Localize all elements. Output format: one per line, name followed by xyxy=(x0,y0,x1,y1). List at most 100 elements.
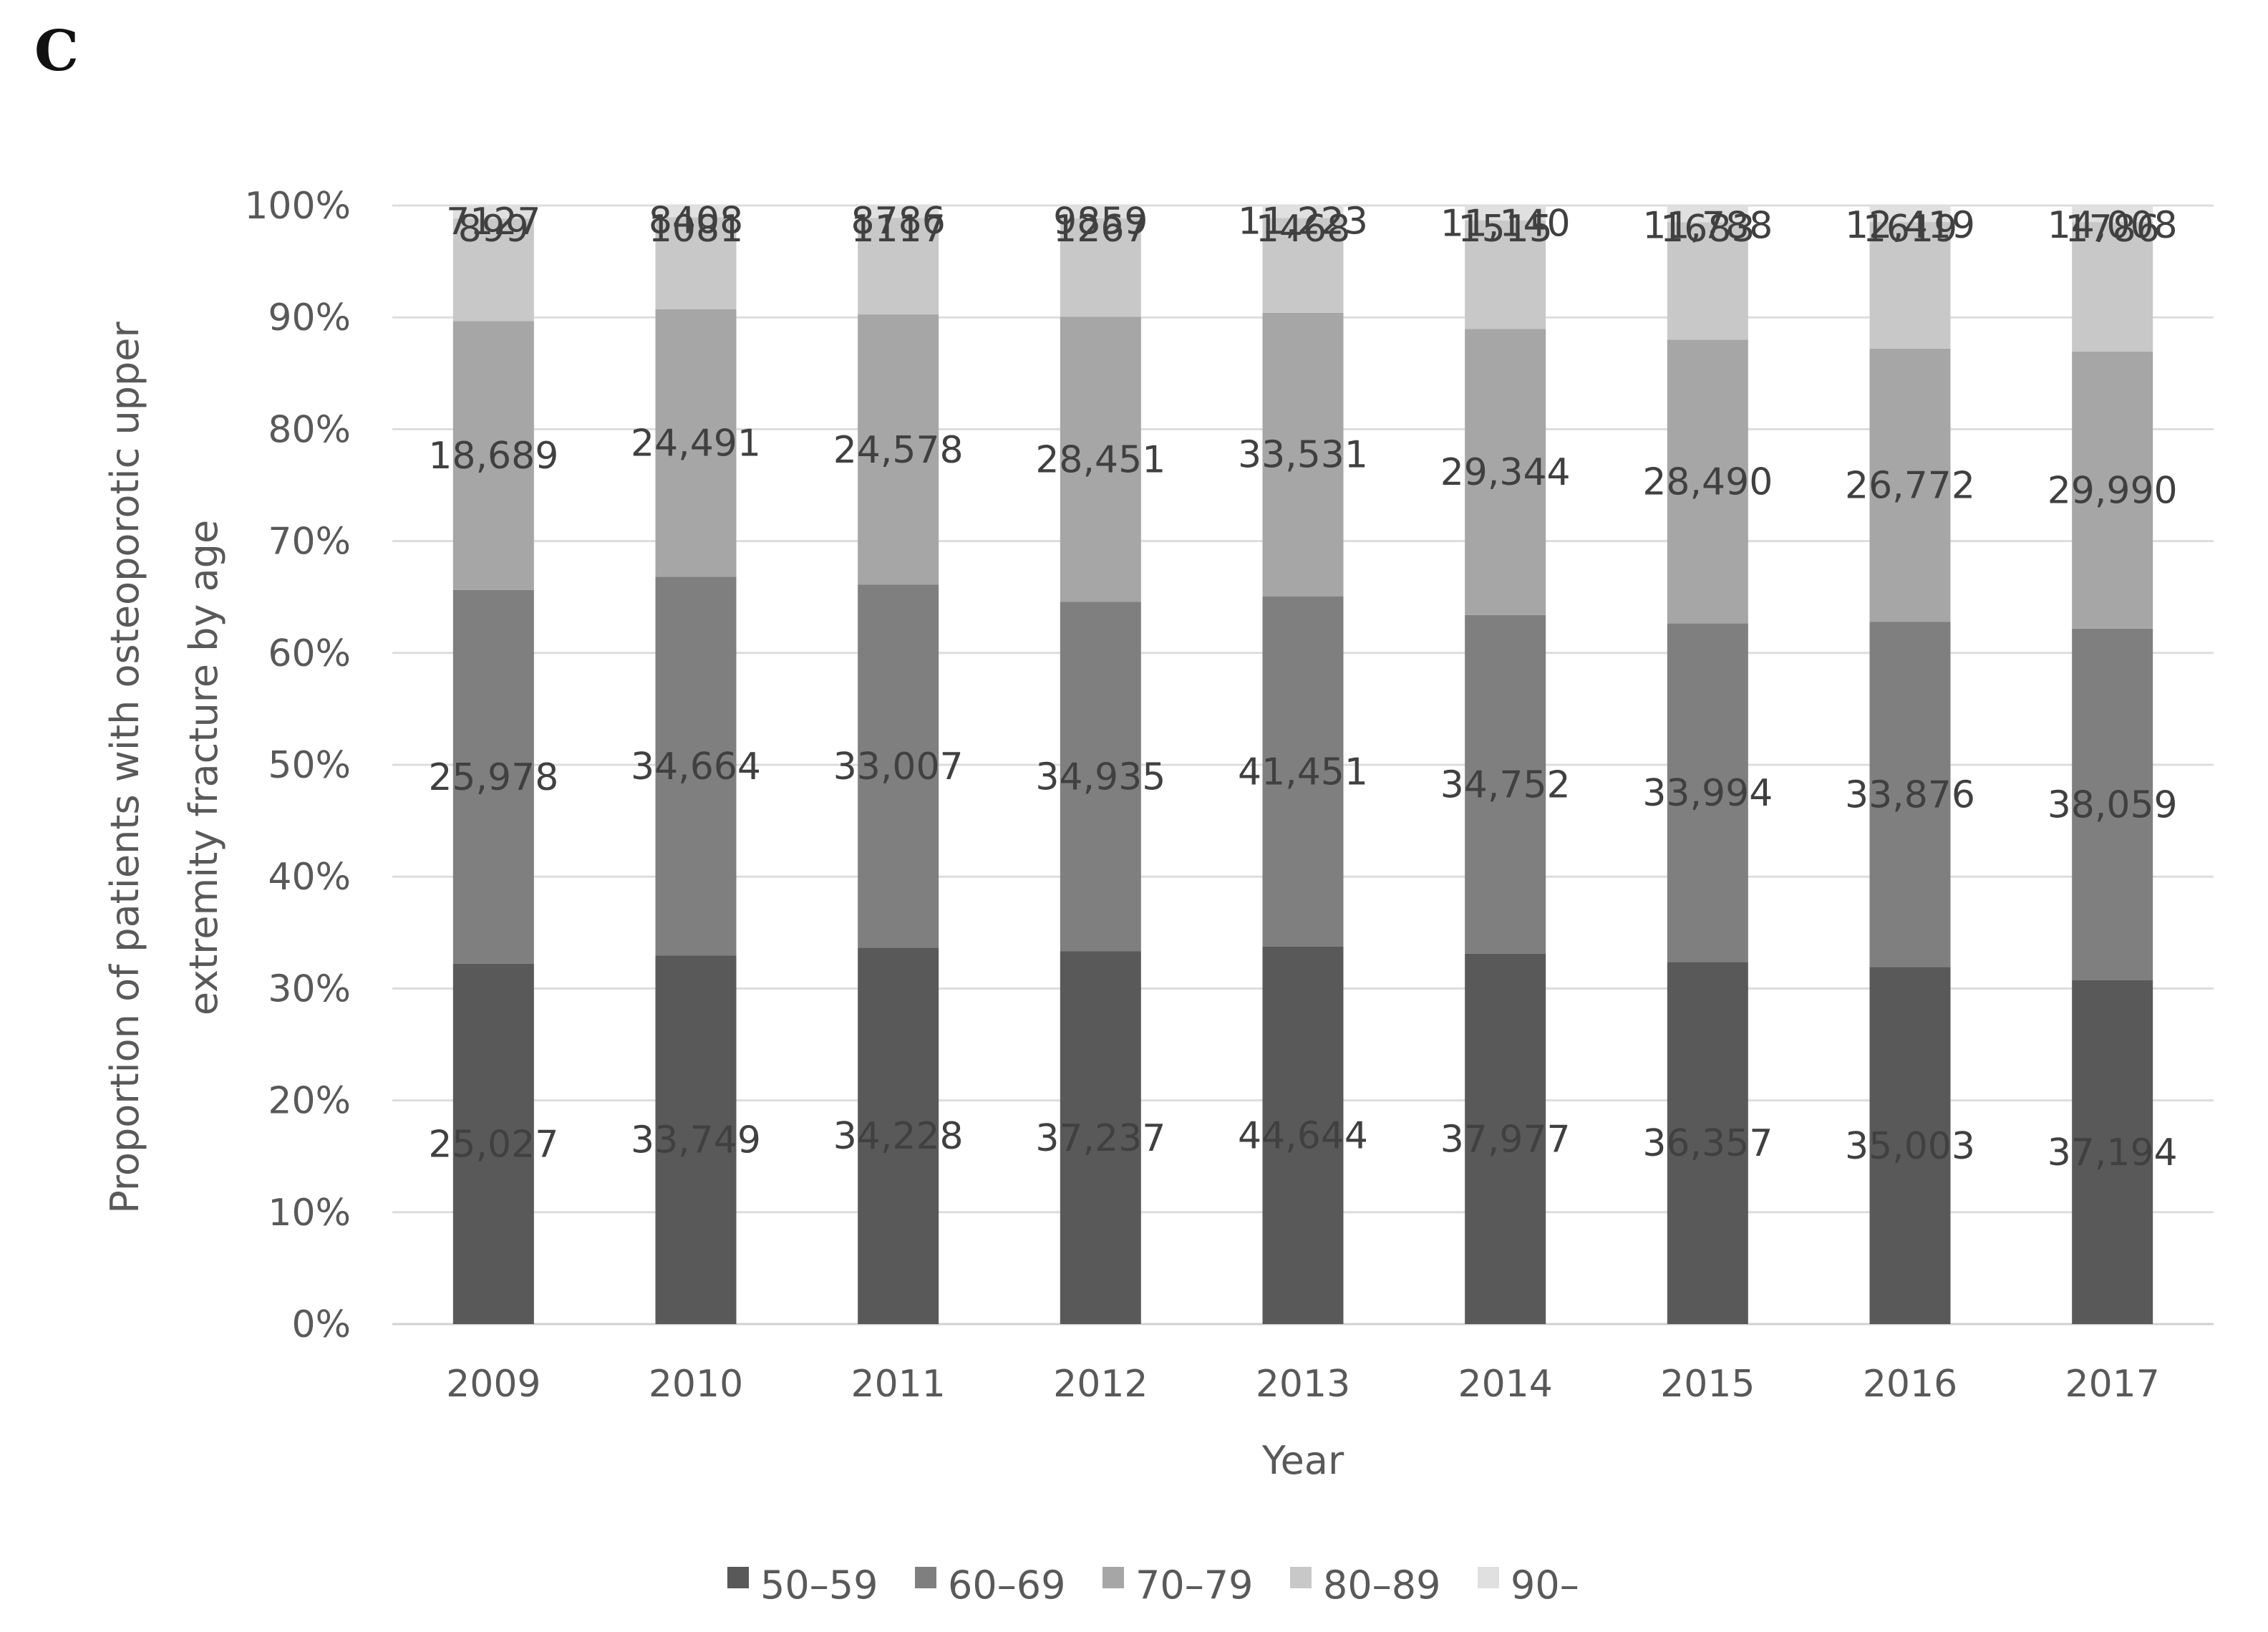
bar-segment xyxy=(1262,596,1344,947)
data-label: 26,772 xyxy=(1845,465,1975,508)
x-axis-ticks: 2009 2010 2011 2012 2013 2014 2015 2016 2017 xyxy=(446,1363,2160,1406)
bar-segment xyxy=(2072,222,2153,352)
legend-label: 60–69 xyxy=(948,1563,1065,1608)
y-axis-title-line2: extremity fracture by age xyxy=(181,520,226,1015)
bar-segment xyxy=(1667,206,1748,223)
data-label: 8408 xyxy=(649,199,743,242)
y-tick-label: 10% xyxy=(268,1192,351,1235)
data-label: 28,490 xyxy=(1642,460,1773,503)
bar-segment xyxy=(1262,946,1344,1324)
y-tick-label: 40% xyxy=(268,856,351,899)
legend-swatch xyxy=(1478,1567,1499,1588)
legend-label: 70–79 xyxy=(1135,1563,1253,1608)
bar-segment xyxy=(1465,953,1546,1324)
data-label: 18,689 xyxy=(428,435,558,478)
bar-segment xyxy=(1060,317,1141,602)
bar-segment xyxy=(1667,962,1748,1324)
bar-segment xyxy=(858,584,939,948)
data-label: 34,752 xyxy=(1440,763,1571,806)
data-label: 44,644 xyxy=(1238,1114,1368,1157)
bar-segment xyxy=(1465,614,1546,954)
y-tick-label: 80% xyxy=(268,408,351,451)
bar-segment xyxy=(2072,206,2153,223)
x-tick-label: 2014 xyxy=(1458,1363,1552,1406)
data-label: 1786 xyxy=(2065,208,2159,251)
data-label: 899 xyxy=(458,208,529,251)
bar-segment xyxy=(655,309,737,577)
data-label: 34,935 xyxy=(1035,755,1166,798)
data-label: 34,228 xyxy=(833,1115,964,1158)
data-label: 28,451 xyxy=(1035,438,1166,481)
bar-segment xyxy=(1262,206,1344,218)
data-label: 29,990 xyxy=(2048,469,2178,512)
bar-segment xyxy=(1060,951,1141,1324)
data-label: 38,059 xyxy=(2048,783,2178,826)
bar-segment xyxy=(1262,312,1344,597)
bar-segment xyxy=(1869,967,1951,1324)
bar-segment xyxy=(2072,351,2153,629)
bar-segment xyxy=(1869,348,1951,622)
bar-segment xyxy=(858,314,939,585)
data-label: 37,977 xyxy=(1440,1118,1571,1161)
data-label: 1683 xyxy=(1660,208,1755,251)
bars xyxy=(452,206,2153,1324)
x-tick-label: 2011 xyxy=(850,1363,945,1406)
data-label: 8786 xyxy=(850,200,945,243)
bar-segment xyxy=(655,576,737,956)
x-tick-label: 2017 xyxy=(2065,1363,2159,1406)
legend-swatch xyxy=(1102,1567,1124,1588)
data-label: 1619 xyxy=(1863,208,1957,251)
bar-segment xyxy=(452,964,534,1324)
data-label: 7127 xyxy=(446,201,541,243)
y-tick-label: 0% xyxy=(292,1303,352,1346)
bar-segment xyxy=(1465,329,1546,615)
data-label: 1468 xyxy=(1256,208,1350,251)
y-tick-label: 90% xyxy=(268,296,351,339)
bar-segment xyxy=(452,589,534,965)
x-tick-label: 2010 xyxy=(649,1363,743,1406)
bar-segment xyxy=(2072,628,2153,981)
data-label: 33,876 xyxy=(1845,773,1975,816)
y-tick-label: 20% xyxy=(268,1080,351,1123)
data-label: 25,027 xyxy=(428,1124,558,1167)
bar-segment xyxy=(858,218,939,315)
x-tick-label: 2012 xyxy=(1053,1363,1148,1406)
bar-segment xyxy=(1465,206,1546,221)
data-label: 9859 xyxy=(1053,201,1148,243)
legend: 50–59 60–69 70–79 80–89 90– xyxy=(727,1563,1579,1608)
x-tick-label: 2015 xyxy=(1660,1363,1755,1406)
data-label: 37,237 xyxy=(1035,1117,1166,1160)
y-tick-label: 30% xyxy=(268,967,351,1010)
y-tick-label: 70% xyxy=(268,521,351,564)
bar-segment xyxy=(1667,623,1748,962)
y-tick-label: 100% xyxy=(244,185,351,228)
bar-segment xyxy=(858,947,939,1324)
bar-segment xyxy=(1060,206,1141,218)
data-label: 1081 xyxy=(649,208,743,251)
y-axis-ticks: 0% 10% 20% 30% 40% 50% 60% 70% 80% 90% 100% xyxy=(244,185,351,1346)
data-label: 1117 xyxy=(850,208,945,251)
data-label: 33,007 xyxy=(833,745,964,788)
bar-segment xyxy=(655,955,737,1324)
legend-label: 50–59 xyxy=(760,1563,878,1608)
x-tick-label: 2013 xyxy=(1256,1363,1350,1406)
data-label: 25,978 xyxy=(428,756,558,799)
bar-segment xyxy=(452,206,534,219)
x-tick-label: 2016 xyxy=(1863,1363,1957,1406)
data-label: 11,223 xyxy=(1238,200,1368,243)
bar-segment xyxy=(1667,339,1748,624)
bar-segment xyxy=(858,206,939,218)
data-label: 33,749 xyxy=(631,1119,761,1162)
bar-segment xyxy=(1869,622,1951,967)
bar-segment xyxy=(1869,222,1951,349)
bar-segment xyxy=(1060,602,1141,952)
bar-segment xyxy=(655,217,737,309)
data-label: 35,003 xyxy=(1845,1125,1975,1168)
y-tick-label: 60% xyxy=(268,632,351,675)
bar-segment xyxy=(655,206,737,218)
legend-swatch xyxy=(915,1567,936,1588)
legend-label: 80–89 xyxy=(1323,1563,1440,1608)
data-label: 11,788 xyxy=(1642,204,1773,247)
